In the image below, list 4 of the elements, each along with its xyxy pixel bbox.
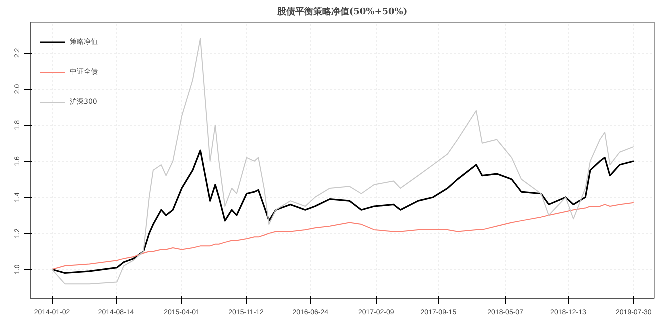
line-series	[52, 202, 634, 270]
line-series	[51, 150, 635, 274]
line-series	[52, 38, 634, 285]
chart-title: 股债平衡策略净值(50%+50%)	[276, 6, 408, 18]
